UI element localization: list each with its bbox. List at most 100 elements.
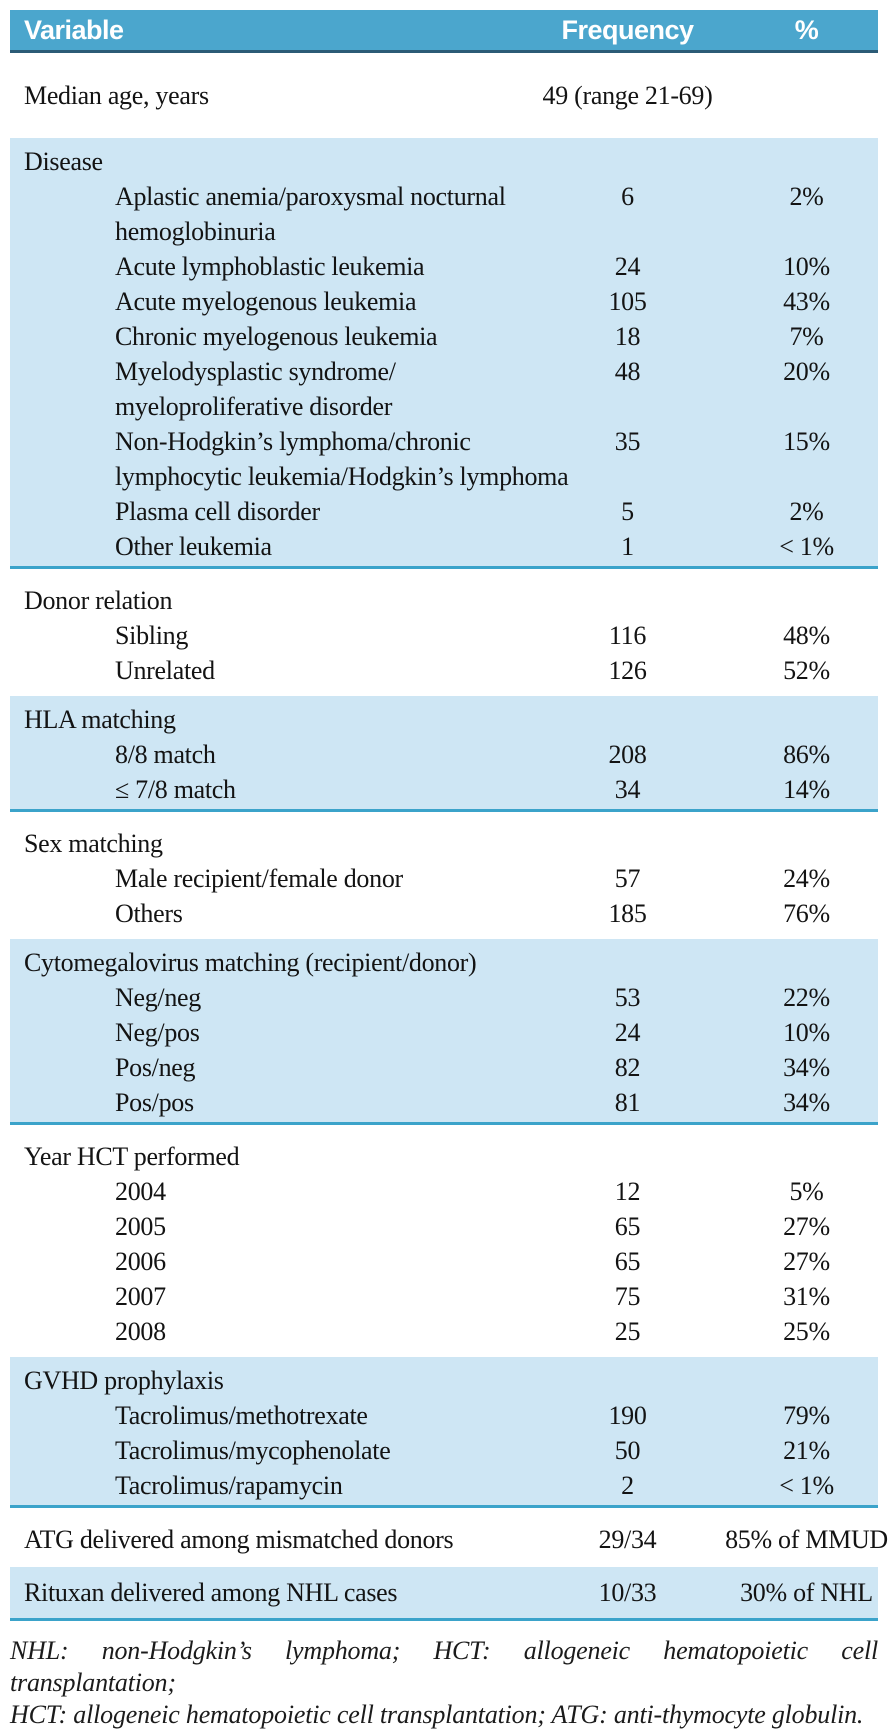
table-body: Median age, years 49 (range 21-69) Disease…: [10, 53, 888, 1621]
table-row: ATG delivered among mismatched donors 29/…: [10, 1522, 888, 1557]
row-label: Myelodysplastic syndrome/myeloproliferat…: [115, 357, 396, 421]
section-title: Cytomegalovirus matching (recipient/dono…: [24, 948, 477, 977]
row-frequency: 126: [608, 656, 647, 685]
table-row: 8/8 match 208 86%: [10, 737, 878, 772]
row-percent: 25%: [783, 1317, 830, 1346]
row-percent: 34%: [783, 1053, 830, 1082]
section-title-row: Cytomegalovirus matching (recipient/dono…: [10, 945, 878, 980]
table-row: Male recipient/female donor 57 24%: [10, 861, 878, 896]
row-percent: 48%: [783, 621, 830, 650]
row-percent: 5%: [789, 1177, 824, 1206]
row-frequency: 29/34: [598, 1525, 657, 1554]
row-percent: 14%: [783, 775, 830, 804]
row-percent: 85% of MMUD: [725, 1525, 888, 1554]
row-label: 2008: [115, 1317, 166, 1346]
row-label: Neg/pos: [115, 1018, 200, 1047]
row-label: Pos/pos: [115, 1088, 194, 1117]
row-percent: 10%: [783, 1018, 830, 1047]
table-row: Unrelated 126 52%: [10, 653, 878, 688]
row-frequency: 105: [608, 287, 647, 316]
table-section: GVHD prophylaxis Tacrolimus/methotrexate 1…: [10, 1357, 878, 1508]
row-label: Tacrolimus/rapamycin: [115, 1471, 343, 1500]
table-row: Tacrolimus/methotrexate 190 79%: [10, 1398, 878, 1433]
row-frequency: 50: [614, 1436, 641, 1465]
row-frequency: 48: [614, 357, 641, 386]
row-frequency: 53: [614, 983, 641, 1012]
row-label: 8/8 match: [115, 740, 216, 769]
table-section: HLA matching 8/8 match 208 86% ≤ 7/8 match 34…: [10, 696, 878, 812]
row-label: 2005: [115, 1212, 166, 1241]
row-percent: 10%: [783, 252, 830, 281]
row-label: Acute lymphoblastic leukemia: [115, 252, 425, 281]
row-label: ≤ 7/8 match: [115, 775, 236, 804]
section-title-row: Sex matching: [10, 826, 878, 861]
table-row: 2008 25 25%: [10, 1314, 878, 1349]
row-percent: 30% of NHL: [740, 1578, 873, 1607]
section-title-row: GVHD prophylaxis: [10, 1363, 878, 1398]
row-frequency: 116: [608, 621, 647, 650]
row-label: Chronic myelogenous leukemia: [115, 322, 438, 351]
table-row: Acute myelogenous leukemia 105 43%: [10, 284, 878, 319]
row-label: Rituxan delivered among NHL cases: [24, 1578, 398, 1607]
row-percent: 2%: [789, 182, 824, 211]
table-row: 2005 65 27%: [10, 1209, 878, 1244]
table-row: Sibling 116 48%: [10, 618, 878, 653]
row-percent: 31%: [783, 1282, 830, 1311]
row-frequency: 185: [608, 899, 647, 928]
table-row: Aplastic anemia/paroxysmal nocturnal hemo…: [10, 179, 878, 249]
row-percent: 43%: [783, 287, 830, 316]
table-section: Disease Aplastic anemia/paroxysmal noctur…: [10, 138, 878, 569]
row-frequency: 2: [621, 1471, 634, 1500]
row-frequency: 34: [614, 775, 641, 804]
table-section: Median age, years 49 (range 21-69): [10, 53, 878, 138]
table-row: 2006 65 27%: [10, 1244, 878, 1279]
row-label: 2004: [115, 1177, 166, 1206]
table-row: Rituxan delivered among NHL cases 10/33 30…: [10, 1575, 878, 1610]
table-row: Median age, years 49 (range 21-69): [10, 78, 878, 113]
row-frequency: 24: [614, 252, 641, 281]
section-title-row: HLA matching: [10, 702, 878, 737]
row-percent: 22%: [783, 983, 830, 1012]
footnote-line-1: NHL: non-Hodgkin’s lymphoma; HCT: alloge…: [10, 1636, 878, 1697]
row-label: 2007: [115, 1282, 166, 1311]
row-percent: [735, 78, 878, 113]
row-frequency: 49 (range 21-69): [542, 81, 713, 110]
row-label: ATG delivered among mismatched donors: [24, 1525, 454, 1554]
table-row: Myelodysplastic syndrome/myeloproliferat…: [10, 354, 878, 424]
row-frequency: 6: [621, 182, 634, 211]
row-label: Plasma cell disorder: [115, 497, 320, 526]
row-percent: 86%: [783, 740, 830, 769]
row-percent: 21%: [783, 1436, 830, 1465]
row-label: Tacrolimus/methotrexate: [115, 1401, 368, 1430]
table-row: 2007 75 31%: [10, 1279, 878, 1314]
table-row: Others 185 76%: [10, 896, 878, 931]
table-row: Pos/pos 81 34%: [10, 1085, 878, 1120]
characteristics-table: Variable Frequency % Median age, years 49…: [10, 10, 888, 1731]
row-label: Median age, years: [24, 81, 209, 110]
table-section: Year HCT performed 2004 12 5% 2005 65 27% 2006 6…: [10, 1125, 878, 1357]
row-percent: 2%: [789, 497, 824, 526]
section-title: Donor relation: [24, 586, 173, 615]
table-header-row: Variable Frequency %: [10, 10, 878, 53]
row-frequency: 12: [614, 1177, 641, 1206]
header-frequency: Frequency: [561, 14, 694, 45]
section-title: Year HCT performed: [24, 1142, 240, 1171]
row-label: Tacrolimus/mycophenolate: [115, 1436, 391, 1465]
row-percent: < 1%: [779, 1471, 834, 1500]
row-label: Non-Hodgkin’s lymphoma/chronic lymphocyti…: [115, 427, 569, 491]
row-label: Unrelated: [115, 656, 215, 685]
table-section: Donor relation Sibling 116 48% Unrelated 126 5…: [10, 569, 878, 696]
row-label: Aplastic anemia/paroxysmal nocturnal hemo…: [115, 182, 506, 246]
row-percent: 20%: [783, 357, 830, 386]
table-row: Non-Hodgkin’s lymphoma/chronic lymphocyti…: [10, 424, 878, 494]
row-label: Neg/neg: [115, 983, 201, 1012]
row-percent: 52%: [783, 656, 830, 685]
section-title: Sex matching: [24, 829, 163, 858]
row-frequency: 65: [614, 1247, 641, 1276]
table-row: Tacrolimus/mycophenolate 50 21%: [10, 1433, 878, 1468]
table-row: ≤ 7/8 match 34 14%: [10, 772, 878, 807]
section-title: HLA matching: [24, 705, 176, 734]
row-frequency: 10/33: [598, 1578, 657, 1607]
row-label: Pos/neg: [115, 1053, 196, 1082]
table-section: ATG delivered among mismatched donors 29/…: [10, 1508, 888, 1567]
